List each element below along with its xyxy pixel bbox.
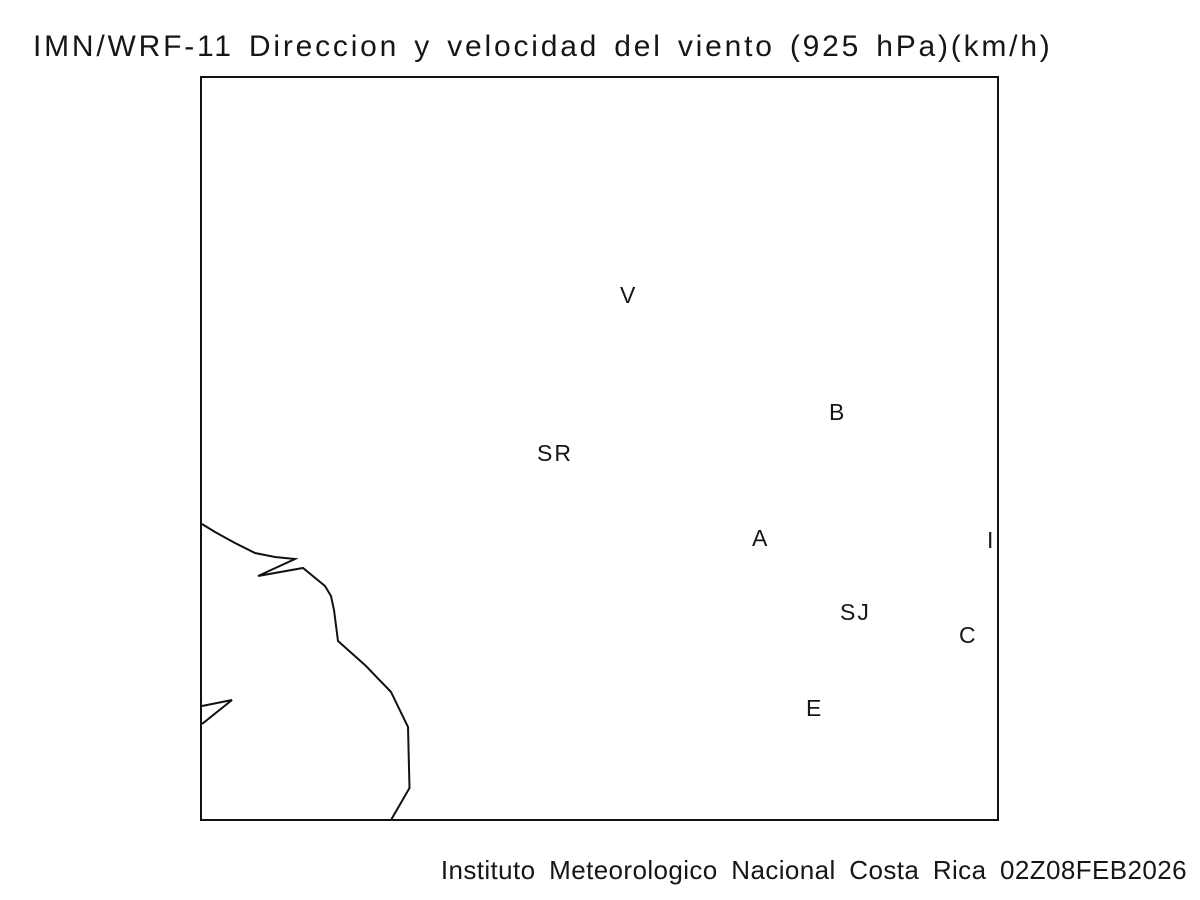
- footer-caption: Instituto Meteorologico Nacional Costa R…: [440, 855, 1187, 885]
- coastline-main: [201, 523, 411, 821]
- plot-frame: [200, 76, 999, 821]
- page-title: IMN/WRF-11 Direccion y velocidad del vie…: [33, 30, 1053, 63]
- coastline-peninsula-spike: [201, 699, 233, 725]
